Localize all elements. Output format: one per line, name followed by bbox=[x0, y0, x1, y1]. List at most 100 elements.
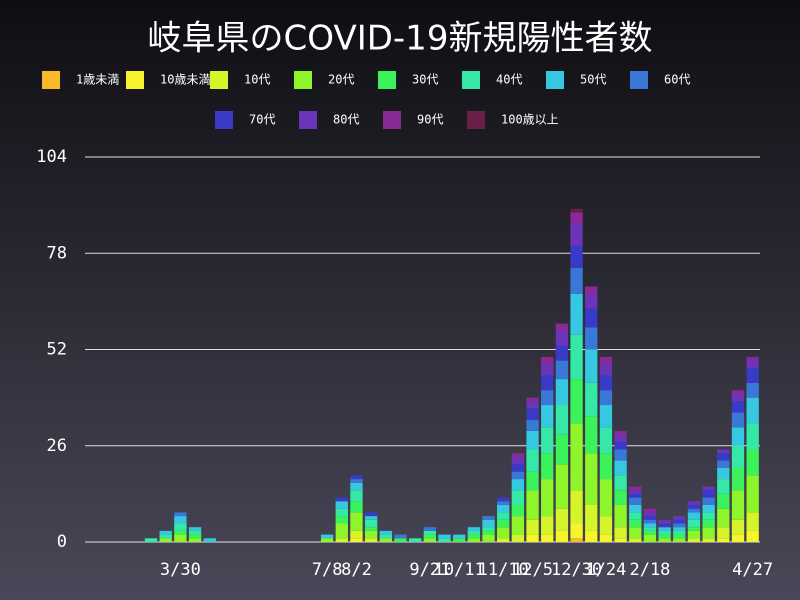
legend-label: 30代 bbox=[412, 73, 438, 87]
x-tick-label: 12/5 bbox=[512, 560, 553, 580]
bar-segment bbox=[555, 464, 569, 509]
bar-segment bbox=[511, 471, 525, 480]
bar-segment bbox=[629, 512, 642, 520]
bar-segment bbox=[585, 349, 598, 383]
bar-segment bbox=[497, 512, 510, 520]
bar-segment bbox=[585, 327, 598, 350]
bar-segment bbox=[731, 467, 745, 491]
bar-segment bbox=[350, 538, 363, 542]
bar-segment bbox=[555, 530, 569, 542]
bar-segment bbox=[673, 527, 686, 531]
bar-segment bbox=[687, 508, 701, 513]
bar-segment bbox=[526, 449, 539, 472]
bar-segment bbox=[629, 527, 642, 539]
bar-segment bbox=[526, 490, 539, 520]
bar-segment bbox=[570, 490, 583, 524]
legend-label: 10歳未満 bbox=[160, 73, 210, 87]
bar-segment bbox=[585, 293, 598, 309]
legend-label: 60代 bbox=[664, 73, 690, 87]
bar-segment bbox=[570, 212, 583, 224]
bar-segment bbox=[614, 430, 627, 435]
bar-segment bbox=[526, 419, 539, 431]
bar-segment bbox=[687, 512, 701, 520]
bar-segment bbox=[511, 504, 525, 517]
bar-segment bbox=[364, 527, 378, 531]
bar-segment bbox=[599, 405, 613, 428]
bar-segment bbox=[673, 516, 686, 520]
bar-segment bbox=[658, 538, 671, 542]
bar-segment bbox=[364, 530, 378, 539]
bar-segment bbox=[717, 527, 730, 539]
bar-segment bbox=[541, 375, 554, 391]
bar-segment bbox=[453, 538, 466, 542]
bar-segment bbox=[731, 427, 745, 446]
bar-segment bbox=[570, 208, 583, 213]
bar-segment bbox=[702, 538, 715, 542]
bar-segment bbox=[174, 512, 187, 517]
bar-segment bbox=[658, 534, 671, 539]
bar-segment bbox=[497, 538, 510, 542]
bar-segment bbox=[188, 538, 202, 542]
bar-segment bbox=[702, 490, 715, 498]
bar-segment bbox=[717, 508, 730, 528]
bar-segment bbox=[599, 390, 613, 406]
bar-segment bbox=[188, 530, 202, 535]
bar-segment bbox=[731, 445, 745, 468]
bar-segment bbox=[335, 516, 348, 524]
bar-segment bbox=[394, 534, 407, 539]
bar-segment bbox=[350, 490, 363, 502]
bar-segment bbox=[614, 538, 627, 542]
bar-segment bbox=[541, 405, 554, 428]
bar-segment bbox=[614, 527, 627, 539]
bar-segment bbox=[188, 527, 202, 531]
bar-segment bbox=[555, 345, 569, 361]
bar-segment bbox=[497, 519, 510, 528]
bar-segment bbox=[731, 519, 745, 535]
bar-segment bbox=[643, 519, 657, 524]
bar-segment bbox=[643, 516, 657, 520]
bar-segment bbox=[585, 416, 598, 454]
bar-segment bbox=[687, 527, 701, 531]
bar-segment bbox=[570, 268, 583, 294]
bar-segment bbox=[526, 471, 539, 491]
bar-segment bbox=[423, 534, 436, 539]
bar-segment bbox=[629, 497, 642, 505]
bar-segment bbox=[643, 523, 657, 528]
bar-segment bbox=[673, 530, 686, 535]
legend-label: 80代 bbox=[333, 113, 359, 127]
legend-swatch bbox=[467, 111, 485, 129]
bar-segment bbox=[467, 527, 481, 531]
bar-segment bbox=[159, 538, 172, 542]
bar-segment bbox=[746, 475, 759, 513]
bar-segment bbox=[555, 360, 569, 380]
bar-segment bbox=[599, 356, 613, 365]
x-tick-label: 9/21 bbox=[409, 560, 450, 580]
bar-segment bbox=[364, 538, 378, 542]
bar-segment bbox=[599, 364, 613, 376]
y-tick-label: 0 bbox=[57, 532, 67, 552]
bar-segment bbox=[731, 490, 745, 520]
chart-title: 岐阜県のCOVID-19新規陽性者数 bbox=[148, 19, 653, 59]
bar-segment bbox=[555, 330, 569, 346]
legend-swatch bbox=[546, 71, 564, 89]
bar-segment bbox=[526, 401, 539, 409]
bar-segment bbox=[320, 534, 334, 539]
bar-segment bbox=[702, 486, 715, 491]
bar-segment bbox=[614, 504, 627, 528]
bar-segment bbox=[438, 534, 451, 539]
bar-segment bbox=[555, 405, 569, 435]
bar-segment bbox=[570, 538, 583, 542]
bar-segment bbox=[350, 530, 363, 539]
bar-segment bbox=[658, 527, 671, 531]
bar-segment bbox=[599, 427, 613, 454]
bar-segment bbox=[570, 245, 583, 269]
bar-segment bbox=[350, 482, 363, 491]
bar-segment bbox=[731, 401, 745, 413]
bar-segment bbox=[614, 442, 627, 450]
bar-segment bbox=[687, 530, 701, 539]
bar-segment bbox=[541, 516, 554, 535]
bar-segment bbox=[629, 538, 642, 542]
bar-segment bbox=[497, 527, 510, 539]
